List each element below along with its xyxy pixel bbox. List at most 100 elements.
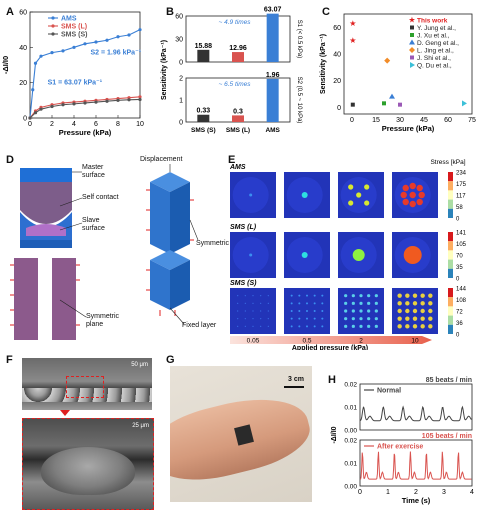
stress-spot xyxy=(402,198,409,206)
colorbar-tick-label: 105 xyxy=(456,242,467,248)
stress-spot xyxy=(351,301,355,305)
legend-marker xyxy=(410,33,414,37)
zoom-arrow xyxy=(60,410,70,416)
data-point xyxy=(384,57,391,64)
stress-spot xyxy=(244,302,246,304)
stress-spot xyxy=(416,198,423,206)
heart-rate-label: 105 beats / min xyxy=(422,433,472,440)
x-tick-label: 1 xyxy=(386,489,390,496)
bar-value-label: 63.07 xyxy=(264,7,282,14)
data-point xyxy=(138,95,142,99)
stress-spot xyxy=(428,324,433,329)
panel-label-f: F xyxy=(6,354,13,366)
y-tick-label: 2 xyxy=(179,76,183,83)
stress-spot xyxy=(348,200,354,206)
stress-spot xyxy=(409,191,416,199)
stress-spot xyxy=(352,249,365,261)
x-tick-label: 2 xyxy=(50,121,54,128)
stress-spot xyxy=(244,318,246,320)
legend-marker xyxy=(409,47,415,53)
stress-spot xyxy=(367,301,371,305)
bar-value-label: 0.33 xyxy=(197,108,211,115)
stress-spot xyxy=(428,301,433,306)
data-point xyxy=(127,33,131,37)
label-slave-surface: Slave surface xyxy=(82,217,105,232)
stress-spot xyxy=(252,325,254,327)
legend-marker xyxy=(51,16,55,20)
y-axis-label: -ΔI/I0 xyxy=(331,426,338,443)
stress-spot xyxy=(428,316,433,321)
panel-label-b: B xyxy=(166,6,174,18)
chart-c: 0 15 30 45 60 75 0 20 40 60 Pressure (kPa) Sensitiv… xyxy=(320,13,476,133)
stress-spot xyxy=(351,324,355,328)
data-point xyxy=(94,40,98,44)
stress-spot xyxy=(306,302,308,305)
data-point xyxy=(72,45,76,49)
plot-frame-top xyxy=(359,383,473,431)
stress-spot xyxy=(397,293,402,298)
stress-spot xyxy=(344,309,348,313)
data-point xyxy=(462,100,467,107)
sem-image-bottom: 25 μm xyxy=(22,418,154,510)
stress-spot xyxy=(306,310,308,312)
data-point xyxy=(72,102,76,106)
stress-spot xyxy=(321,310,324,312)
x-tick-label: 4 xyxy=(72,121,76,128)
panel-b: B 0 30 60 15.88 12.96 63.07 ~ 4.9 times S1 (< 0… xyxy=(158,0,318,145)
panel-label-g: G xyxy=(166,354,175,366)
chart-h: 0.00 0.01 0.02 Normal 85 beats / min 0.00 0.01… xyxy=(331,377,474,505)
data-point xyxy=(116,35,120,39)
panel-label-a: A xyxy=(6,6,14,18)
stress-spot xyxy=(405,324,410,329)
stress-spot xyxy=(313,325,316,328)
x-tick-label: 30 xyxy=(396,117,404,124)
row-label: SMS (L) xyxy=(230,224,257,231)
stress-spot xyxy=(298,302,301,305)
stress-spot xyxy=(267,295,269,297)
y-tick-label: 0.01 xyxy=(344,405,357,412)
colorbar-segment xyxy=(448,181,453,191)
data-point xyxy=(33,111,38,115)
colorbar-tick-label: 36 xyxy=(456,321,463,327)
annotation-s2: S2 = 1.96 kPa⁻¹ xyxy=(91,49,142,56)
colorbar-tick-label: 70 xyxy=(456,254,463,260)
colorbar-segment xyxy=(448,190,453,200)
x-axis-label: Pressure (kPa) xyxy=(59,128,112,137)
x-tick-label: 45 xyxy=(420,117,428,124)
y-tick-label: 0.01 xyxy=(344,461,357,468)
y-tick-label: 0 xyxy=(337,105,341,112)
stress-spot xyxy=(249,253,253,257)
bar-top-2 xyxy=(266,13,279,63)
y-axis-label: Sensitivity (kPa⁻¹) xyxy=(161,40,168,100)
stress-spot xyxy=(348,184,354,190)
data-point xyxy=(83,101,87,105)
panel-e: E AMS 234 175 117 58 0 SMS (L) 141 105 70 35 0 SMS (… xyxy=(226,150,480,352)
colorbar-tick-label: 35 xyxy=(456,265,463,271)
stress-spot xyxy=(267,325,269,327)
stress-spot xyxy=(344,294,348,298)
legend-label: J. Shi et al., xyxy=(417,55,451,62)
stress-spot xyxy=(298,310,301,312)
x-tick-label: 3 xyxy=(442,489,446,496)
stress-spot xyxy=(290,325,293,328)
bar-value-label: 0.3 xyxy=(233,108,243,115)
stress-spot xyxy=(306,325,308,328)
x-tick-label: 0 xyxy=(350,117,354,124)
scale-line xyxy=(284,386,304,388)
legend-label: L. Jing et al., xyxy=(417,48,454,55)
stress-spot xyxy=(344,317,348,321)
x-tick-label: 15 xyxy=(372,117,380,124)
y-tick-label: 0 xyxy=(179,120,183,127)
stress-spot xyxy=(267,302,269,304)
stress-spot xyxy=(402,184,409,192)
panel-g: G 3 cm xyxy=(162,352,322,515)
data-point: ★ xyxy=(349,36,356,45)
data-point xyxy=(398,102,402,107)
legend-label: This work xyxy=(417,18,448,25)
x-axis-label: Pressure (kPa) xyxy=(382,124,435,133)
right-axis-label: S1 (< 0.5 kPa) xyxy=(296,20,302,59)
stress-spot xyxy=(367,309,371,313)
stress-spot xyxy=(405,308,410,314)
x-tick-label: AMS xyxy=(265,127,280,134)
